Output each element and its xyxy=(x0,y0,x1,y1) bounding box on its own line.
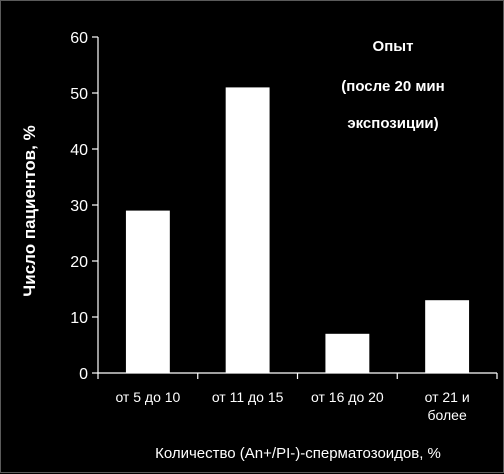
y-tick-label: 60 xyxy=(70,30,88,47)
x-category-label: от 21 и более xyxy=(425,389,470,423)
y-tick-label: 0 xyxy=(79,366,88,383)
bar xyxy=(325,333,370,373)
y-axis: 0 10 20 30 40 50 60 xyxy=(70,30,99,383)
annotation-line: экспозиции) xyxy=(347,115,438,132)
x-category-label: от 11 до 15 xyxy=(212,389,284,405)
annotation-line: Опыт xyxy=(373,38,414,55)
bar xyxy=(425,300,470,373)
annotation-line: (после 20 мин xyxy=(341,78,444,95)
x-axis-title: Количество (An+/PI-)-сперматозоидов, % xyxy=(155,445,441,462)
y-tick-label: 50 xyxy=(70,86,88,103)
annotation: Опыт (после 20 мин экспозиции) xyxy=(341,38,444,132)
x-category-label: от 16 до 20 xyxy=(311,389,384,405)
bar xyxy=(225,87,270,374)
y-tick-label: 20 xyxy=(70,254,88,271)
bars xyxy=(125,87,470,374)
y-axis-title: Число пациентов, % xyxy=(20,125,39,296)
x-category-label: от 5 до 10 xyxy=(115,389,180,405)
y-tick-label: 30 xyxy=(70,198,88,215)
y-tick-label: 10 xyxy=(70,310,88,327)
bar xyxy=(125,210,170,373)
y-tick-label: 40 xyxy=(70,142,88,159)
